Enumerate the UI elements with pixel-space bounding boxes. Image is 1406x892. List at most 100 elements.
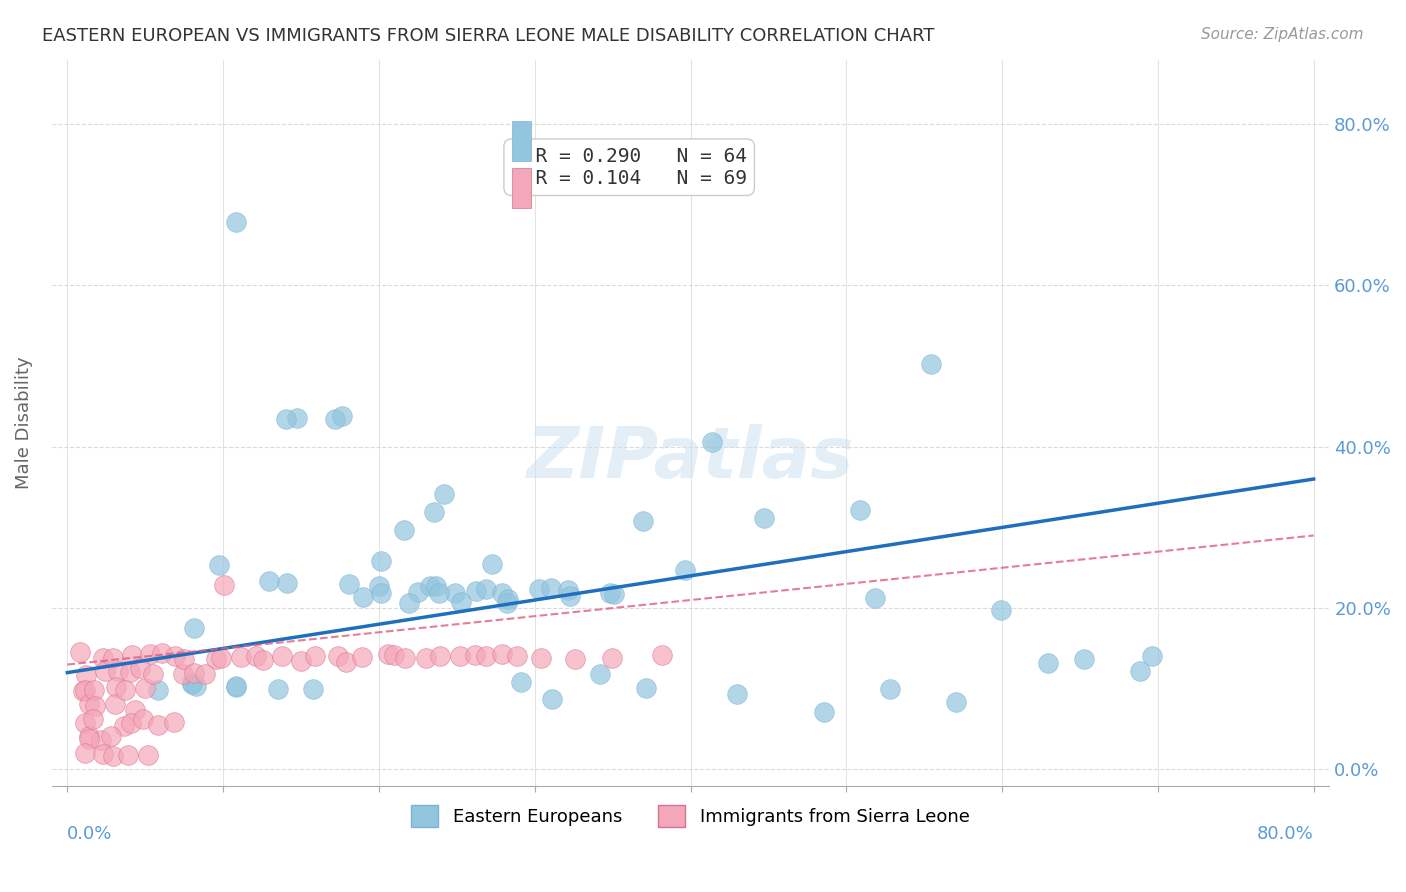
Immigrants from Sierra Leone [104,680,127,694]
Eastern Europeans [589,666,612,681]
Immigrants from Sierra Leone [270,648,292,663]
Immigrants from Sierra Leone [564,652,586,666]
Eastern Europeans [406,584,429,599]
Immigrants from Sierra Leone [602,650,624,665]
Immigrants from Sierra Leone [163,714,186,729]
Eastern Europeans [540,691,562,706]
Immigrants from Sierra Leone [91,747,114,761]
Eastern Europeans [325,411,347,425]
Bar [512,169,531,209]
Immigrants from Sierra Leone [107,664,129,678]
Eastern Europeans [398,596,420,610]
Eastern Europeans [725,687,748,701]
Immigrants from Sierra Leone [90,733,112,747]
Immigrants from Sierra Leone [114,682,136,697]
Text: R = 0.290   N = 64
  R = 0.104   N = 69: R = 0.290 N = 64 R = 0.104 N = 69 [512,146,747,187]
Immigrants from Sierra Leone [377,647,399,661]
Bar [512,121,531,161]
Immigrants from Sierra Leone [245,649,267,664]
Eastern Europeans [183,621,205,635]
Eastern Europeans [367,579,389,593]
Eastern Europeans [225,679,247,693]
Immigrants from Sierra Leone [148,717,170,731]
Immigrants from Sierra Leone [91,651,114,665]
Immigrants from Sierra Leone [183,666,205,681]
Eastern Europeans [302,681,325,696]
Immigrants from Sierra Leone [83,698,105,713]
Eastern Europeans [180,675,202,690]
Immigrants from Sierra Leone [72,683,94,698]
Eastern Europeans [186,679,208,693]
Immigrants from Sierra Leone [134,681,156,695]
Eastern Europeans [496,596,519,610]
Immigrants from Sierra Leone [326,649,349,664]
Immigrants from Sierra Leone [194,667,217,681]
Eastern Europeans [527,582,550,597]
Eastern Europeans [603,587,626,601]
Immigrants from Sierra Leone [120,716,142,731]
Immigrants from Sierra Leone [505,648,527,663]
Text: Source: ZipAtlas.com: Source: ZipAtlas.com [1201,27,1364,42]
Eastern Europeans [491,586,513,600]
Immigrants from Sierra Leone [83,682,105,697]
Immigrants from Sierra Leone [304,649,326,664]
Immigrants from Sierra Leone [124,703,146,717]
Immigrants from Sierra Leone [136,747,159,762]
Eastern Europeans [419,579,441,593]
Immigrants from Sierra Leone [79,732,101,747]
Immigrants from Sierra Leone [129,661,152,675]
Immigrants from Sierra Leone [290,654,312,668]
Immigrants from Sierra Leone [77,697,100,711]
Immigrants from Sierra Leone [104,698,127,712]
Eastern Europeans [370,586,392,600]
Eastern Europeans [146,682,169,697]
Eastern Europeans [920,357,942,371]
Text: 0.0%: 0.0% [67,825,112,844]
Eastern Europeans [510,674,533,689]
Eastern Europeans [863,591,886,605]
Immigrants from Sierra Leone [429,648,451,663]
Eastern Europeans [849,502,872,516]
Eastern Europeans [433,487,456,501]
Eastern Europeans [634,681,657,695]
Eastern Europeans [225,215,247,229]
Immigrants from Sierra Leone [252,652,274,666]
Eastern Europeans [423,504,446,518]
Legend: Eastern Europeans, Immigrants from Sierra Leone: Eastern Europeans, Immigrants from Sierr… [404,798,977,835]
Eastern Europeans [444,586,467,600]
Immigrants from Sierra Leone [491,648,513,662]
Immigrants from Sierra Leone [463,648,485,662]
Eastern Europeans [337,576,360,591]
Eastern Europeans [599,586,621,600]
Eastern Europeans [181,676,204,690]
Immigrants from Sierra Leone [77,729,100,743]
Y-axis label: Male Disability: Male Disability [15,356,32,489]
Immigrants from Sierra Leone [229,650,252,665]
Eastern Europeans [257,574,280,588]
Text: ZIPatlas: ZIPatlas [527,425,855,493]
Immigrants from Sierra Leone [132,712,155,726]
Text: 80.0%: 80.0% [1257,825,1313,844]
Immigrants from Sierra Leone [335,655,357,669]
Eastern Europeans [274,412,297,426]
Eastern Europeans [945,695,967,709]
Immigrants from Sierra Leone [118,665,141,679]
Immigrants from Sierra Leone [165,648,187,663]
Eastern Europeans [475,582,498,596]
Immigrants from Sierra Leone [75,668,97,682]
Eastern Europeans [481,558,503,572]
Eastern Europeans [1129,664,1152,678]
Eastern Europeans [267,681,290,696]
Immigrants from Sierra Leone [382,648,405,663]
Immigrants from Sierra Leone [138,648,160,662]
Immigrants from Sierra Leone [112,719,135,733]
Eastern Europeans [702,435,724,450]
Eastern Europeans [465,583,488,598]
Immigrants from Sierra Leone [394,650,416,665]
Immigrants from Sierra Leone [475,649,498,664]
Eastern Europeans [813,706,835,720]
Immigrants from Sierra Leone [94,665,117,679]
Eastern Europeans [990,603,1012,617]
Eastern Europeans [208,558,231,573]
Eastern Europeans [1036,656,1059,670]
